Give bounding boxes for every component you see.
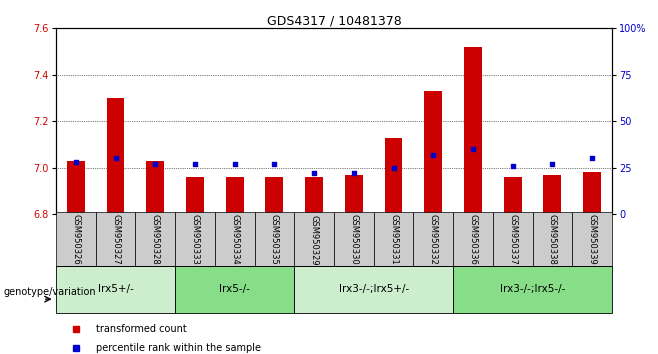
- Bar: [504, 177, 522, 214]
- Bar: [255, 212, 294, 267]
- Bar: [226, 177, 243, 214]
- Point: [230, 161, 240, 167]
- Point: [428, 152, 438, 158]
- Bar: [186, 177, 204, 214]
- Point: [547, 161, 557, 167]
- Bar: [136, 212, 175, 267]
- Point: [507, 163, 518, 169]
- Bar: [215, 212, 255, 267]
- Bar: [294, 212, 334, 267]
- Text: GSM950332: GSM950332: [429, 215, 438, 265]
- Bar: [305, 177, 323, 214]
- Point: [269, 161, 280, 167]
- Bar: [175, 212, 215, 267]
- Bar: [67, 161, 85, 214]
- Bar: [294, 266, 453, 313]
- Bar: [424, 91, 442, 214]
- Text: lrx3-/-;lrx5-/-: lrx3-/-;lrx5-/-: [500, 284, 565, 295]
- Text: genotype/variation: genotype/variation: [3, 287, 96, 297]
- Bar: [384, 137, 403, 214]
- Text: GSM950339: GSM950339: [588, 215, 597, 265]
- Bar: [95, 212, 136, 267]
- Point: [150, 161, 161, 167]
- Text: transformed count: transformed count: [95, 324, 186, 334]
- Bar: [544, 175, 561, 214]
- Bar: [345, 175, 363, 214]
- Bar: [413, 212, 453, 267]
- Text: GSM950328: GSM950328: [151, 215, 160, 265]
- Bar: [583, 172, 601, 214]
- Text: lrx5+/-: lrx5+/-: [97, 284, 134, 295]
- Text: lrx3-/-;lrx5+/-: lrx3-/-;lrx5+/-: [338, 284, 409, 295]
- Text: GSM950329: GSM950329: [309, 215, 318, 265]
- Text: GSM950331: GSM950331: [389, 215, 398, 265]
- Text: lrx5-/-: lrx5-/-: [219, 284, 250, 295]
- Point: [587, 156, 597, 161]
- Title: GDS4317 / 10481378: GDS4317 / 10481378: [266, 14, 401, 27]
- Bar: [56, 212, 95, 267]
- Text: GSM950335: GSM950335: [270, 215, 279, 265]
- Point: [70, 159, 81, 165]
- Point: [111, 156, 121, 161]
- Bar: [464, 47, 482, 214]
- Text: GSM950334: GSM950334: [230, 215, 239, 265]
- Bar: [107, 98, 124, 214]
- Text: GSM950336: GSM950336: [468, 215, 478, 265]
- Text: GSM950327: GSM950327: [111, 215, 120, 265]
- Point: [190, 161, 200, 167]
- Text: percentile rank within the sample: percentile rank within the sample: [95, 343, 261, 353]
- Point: [388, 165, 399, 171]
- Text: GSM950337: GSM950337: [508, 215, 517, 265]
- Text: GSM950326: GSM950326: [71, 215, 80, 265]
- Bar: [532, 212, 572, 267]
- Bar: [572, 212, 612, 267]
- Text: GSM950333: GSM950333: [190, 215, 199, 265]
- Bar: [175, 266, 294, 313]
- Bar: [265, 177, 284, 214]
- Point: [349, 170, 359, 176]
- Bar: [374, 212, 413, 267]
- Bar: [334, 212, 374, 267]
- Text: GSM950330: GSM950330: [349, 215, 359, 265]
- Bar: [493, 212, 532, 267]
- Point: [309, 170, 319, 176]
- Bar: [453, 212, 493, 267]
- Point: [468, 146, 478, 152]
- Bar: [56, 266, 175, 313]
- Bar: [146, 161, 164, 214]
- Bar: [453, 266, 612, 313]
- Text: GSM950338: GSM950338: [548, 215, 557, 265]
